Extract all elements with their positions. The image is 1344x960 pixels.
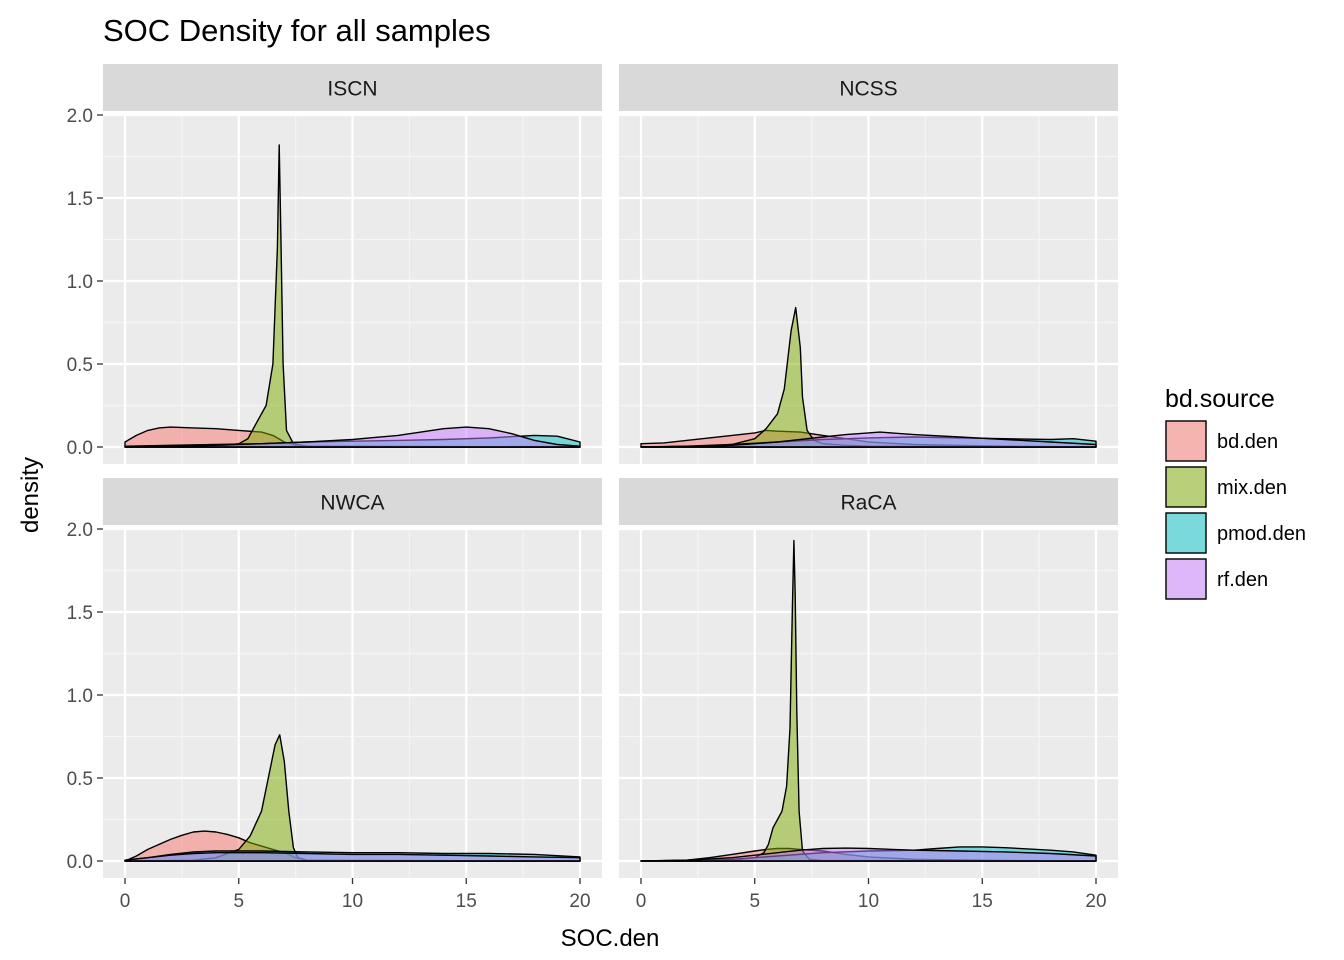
- legend-label: rf.den: [1217, 569, 1268, 591]
- x-tick-label: 10: [858, 891, 879, 912]
- density-area-rf-den: [124, 852, 581, 862]
- facet-strip: [103, 478, 602, 525]
- legend-swatch: [1165, 466, 1207, 508]
- x-tick-label: 5: [233, 891, 244, 912]
- y-tick-label: 1.5: [67, 189, 93, 210]
- legend-label: mix.den: [1217, 477, 1287, 499]
- legend-item-rf-den: rf.den: [1165, 558, 1268, 600]
- facet-panel-iscn: ISCN 0.0 0.5 1.0 1.5 2.0: [67, 64, 602, 464]
- legend-item-bd-den: bd.den: [1165, 420, 1278, 462]
- x-axis-title: SOC.den: [561, 925, 660, 952]
- x-tick-label: 20: [569, 891, 590, 912]
- facet-panel-nwca: NWCA 0.0 0.5 1.0 1.5 2.0 0 5 10 15 20: [67, 478, 602, 912]
- gridlines: [103, 527, 602, 878]
- legend-swatch: [1165, 512, 1207, 554]
- facet-strip-label: RaCA: [840, 492, 896, 515]
- legend-swatch: [1165, 558, 1207, 600]
- chart-title: SOC Density for all samples: [103, 13, 491, 48]
- y-tick-label: 0.0: [67, 852, 93, 873]
- facet-panel-raca: RaCA 0 5 10 15 20: [619, 478, 1118, 912]
- density-area-rf-den: [124, 426, 581, 448]
- y-tick-label: 1.5: [67, 603, 93, 624]
- facet-strip-label: NCSS: [839, 78, 897, 101]
- facet-panel-ncss: NCSS: [619, 64, 1118, 464]
- x-tick-label: 15: [972, 891, 993, 912]
- y-tick-label: 1.0: [67, 272, 93, 293]
- legend-swatch: [1165, 420, 1207, 462]
- legend: bd.source bd.den mix.den pmod.den rf.den: [1165, 385, 1306, 600]
- x-tick-label: 15: [456, 891, 477, 912]
- gridlines: [103, 113, 602, 464]
- gridlines: [619, 113, 1118, 464]
- y-tick-label: 0.5: [67, 769, 93, 790]
- density-area-rf-den: [640, 431, 1097, 448]
- y-tick-label: 2.0: [67, 520, 93, 541]
- y-tick-label: 2.0: [67, 106, 93, 127]
- density-area-rf-den: [640, 847, 1097, 862]
- y-tick-label: 1.0: [67, 686, 93, 707]
- legend-label: bd.den: [1217, 431, 1278, 453]
- legend-item-pmod-den: pmod.den: [1165, 512, 1306, 554]
- x-tick-label: 0: [120, 891, 131, 912]
- x-tick-label: 10: [342, 891, 363, 912]
- facet-strip-label: NWCA: [320, 492, 384, 515]
- x-tick-label: 20: [1085, 891, 1106, 912]
- facet-strip: [103, 64, 602, 111]
- facet-strip: [619, 64, 1118, 111]
- x-tick-label: 5: [749, 891, 760, 912]
- y-tick-label: 0.5: [67, 355, 93, 376]
- legend-item-mix-den: mix.den: [1165, 466, 1287, 508]
- x-tick-label: 0: [636, 891, 647, 912]
- y-axis-title: density: [17, 457, 44, 533]
- facet-strip: [619, 478, 1118, 525]
- legend-title: bd.source: [1165, 385, 1275, 413]
- facet-panels: ISCN 0.0 0.5 1.0 1.5 2.0 NCSS NWCA 0.0 0.5 1.0 1.5 2…: [67, 64, 1118, 912]
- y-tick-label: 0.0: [67, 438, 93, 459]
- facet-strip-label: ISCN: [327, 78, 377, 101]
- legend-label: pmod.den: [1217, 523, 1306, 545]
